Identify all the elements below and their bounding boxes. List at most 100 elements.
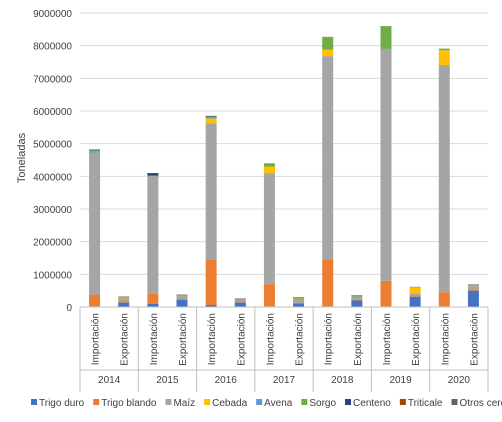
legend-label: Triticale	[408, 398, 443, 409]
legend-swatch	[204, 399, 211, 405]
x-year-label: 2017	[273, 375, 296, 386]
bar-segment	[380, 280, 392, 307]
bar-segment	[176, 294, 188, 296]
y-axis-label: Toneladas	[16, 132, 28, 183]
bar-segment	[147, 303, 159, 307]
bar-segment	[89, 149, 101, 151]
bar-segment	[293, 303, 305, 307]
x-axis: Importación Exportación Importación Exporta…	[79, 306, 489, 392]
x-tick-label: Exportación	[236, 313, 247, 366]
bar-segment	[380, 48, 392, 281]
x-tick-label: Importación	[207, 313, 218, 365]
legend-label: Cebada	[212, 398, 247, 409]
y-tick-label: 1000000	[33, 270, 72, 281]
bar-segment	[438, 292, 450, 307]
bar-segment	[467, 290, 479, 307]
bar-segment	[293, 298, 305, 304]
bar-segment	[205, 305, 217, 307]
bar-segment	[176, 299, 188, 301]
y-tick-label: 2000000	[33, 238, 72, 249]
bar-segment	[409, 286, 421, 288]
bar-segment	[293, 303, 305, 304]
y-axis-ticks: 0 1000000 2000000 3000000 4000000 5000000 6000…	[33, 9, 72, 314]
bar-segment	[118, 297, 130, 298]
bar-segment	[438, 48, 450, 51]
legend-label: Avena	[264, 398, 293, 409]
bar-segment	[322, 49, 334, 57]
bars	[89, 26, 479, 307]
bar-segment	[351, 295, 363, 297]
bar-segment	[234, 298, 246, 300]
legend-swatch	[451, 399, 458, 405]
bar-segment	[351, 299, 363, 301]
x-tick-label: Exportación	[469, 313, 480, 366]
bar-segment	[118, 298, 130, 303]
bar-segment	[351, 300, 363, 307]
bar-segment	[467, 286, 479, 290]
bar-segment	[467, 289, 479, 291]
bar-segment	[293, 297, 305, 298]
bar-segment	[205, 117, 217, 119]
x-tick-label: Importación	[440, 313, 451, 365]
bar-segment	[263, 166, 275, 174]
bar-segment	[89, 152, 101, 295]
bar-segment	[293, 297, 305, 299]
bar-segment	[263, 173, 275, 285]
legend-swatch	[31, 399, 37, 405]
x-year-label: 2016	[215, 375, 238, 386]
legend-swatch	[301, 399, 308, 405]
legend-swatch	[399, 399, 406, 405]
x-tick-label: Exportación	[295, 313, 306, 366]
x-tick-label: Importación	[324, 313, 335, 365]
x-tick-label: Importación	[382, 313, 393, 365]
legend-label: Maíz	[173, 398, 195, 409]
legend-label: Trigo duro	[39, 398, 85, 409]
bar-segment	[234, 302, 246, 307]
bar-segment	[322, 259, 334, 307]
bar-segment	[205, 123, 217, 260]
legend-swatch	[256, 399, 263, 405]
bar-segment	[293, 298, 305, 299]
bar-segment	[176, 295, 188, 297]
y-tick-label: 0	[66, 303, 72, 314]
bar-segment	[176, 294, 188, 296]
legend-label: Trigo blando	[101, 398, 157, 409]
x-tick-label: Importación	[149, 313, 160, 365]
x-tick-label: Exportación	[120, 313, 131, 366]
x-tick-label: Exportación	[178, 313, 189, 366]
y-tick-label: 8000000	[33, 42, 72, 53]
x-tick-label: Importación	[265, 313, 276, 365]
bar-segment	[89, 151, 101, 153]
x-year-label: 2014	[98, 375, 121, 386]
bar-segment	[263, 163, 275, 167]
x-year-label: 2019	[389, 375, 412, 386]
bar-segment	[351, 295, 363, 296]
bar-segment	[467, 285, 479, 286]
bar-segment	[263, 284, 275, 307]
bar-segment	[467, 284, 479, 286]
bar-segment	[351, 296, 363, 300]
bar-segment	[438, 64, 450, 293]
x-tick-label: Importación	[91, 313, 102, 365]
x-year-label: 2020	[448, 375, 471, 386]
bar-segment	[234, 299, 246, 303]
bar-segment	[118, 302, 130, 307]
y-tick-label: 5000000	[33, 140, 72, 151]
legend-label: Otros cereales	[459, 398, 502, 409]
bar-segment	[147, 175, 159, 294]
bar-segment	[380, 26, 392, 49]
legend-swatch	[93, 399, 100, 405]
legend-label: Centeno	[353, 398, 391, 409]
bar-segment	[234, 302, 246, 303]
bar-segment	[89, 294, 101, 307]
y-tick-label: 9000000	[33, 9, 72, 20]
legend-swatch	[345, 399, 352, 405]
legend-swatch	[165, 399, 172, 405]
x-year-label: 2015	[156, 375, 179, 386]
bar-segment	[322, 36, 334, 50]
bar-segment	[205, 259, 217, 306]
gridlines	[80, 12, 488, 308]
bar-segment	[409, 293, 421, 297]
bar-segment	[118, 297, 130, 299]
